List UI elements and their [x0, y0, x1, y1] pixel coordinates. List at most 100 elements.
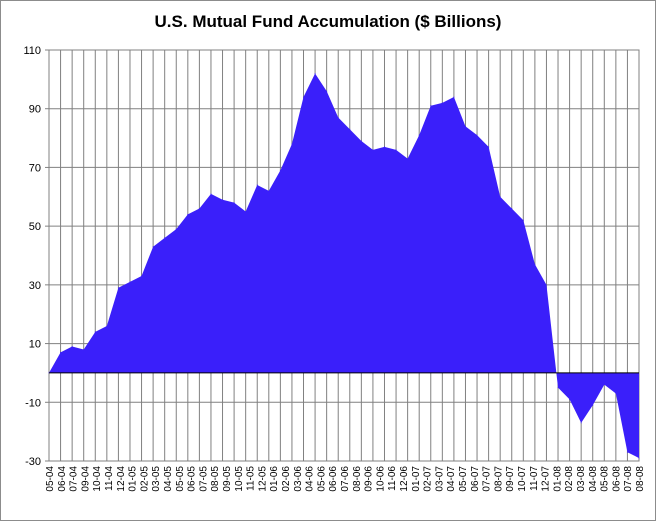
- data-point: [106, 325, 108, 327]
- x-tick-label: 07-05: [198, 466, 209, 492]
- x-tick-label: 02-05: [139, 466, 150, 492]
- data-point: [210, 193, 212, 195]
- data-point: [60, 351, 62, 353]
- x-tick-label: 11-07: [529, 466, 540, 491]
- data-point: [545, 284, 547, 286]
- axes: [45, 49, 639, 462]
- x-tick-label: 11-04: [104, 466, 115, 491]
- data-point: [557, 387, 559, 389]
- x-tick-label: 03-07: [434, 466, 445, 492]
- x-tick-label: 09-07: [505, 466, 516, 492]
- y-tick-labels: 110 90 70 50 30 10 -10 -30: [23, 45, 41, 468]
- x-tick-label: 09-04: [80, 466, 91, 492]
- x-tick-label: 07-04: [69, 466, 80, 492]
- data-point: [279, 169, 281, 171]
- y-tick-label: 30: [29, 280, 41, 292]
- data-point: [626, 451, 628, 453]
- data-point: [499, 196, 501, 198]
- data-point: [291, 143, 293, 145]
- data-point: [129, 281, 131, 283]
- x-tick-label: 07-07: [482, 466, 493, 492]
- data-point: [453, 96, 455, 98]
- data-point: [488, 146, 490, 148]
- data-point: [615, 392, 617, 394]
- data-point: [256, 184, 258, 186]
- x-tick-label: 02-08: [564, 466, 575, 492]
- y-tick-label: 110: [23, 45, 41, 57]
- area-fill: [49, 73, 639, 459]
- x-tick-label: 05-07: [458, 466, 469, 492]
- x-tick-label: 12-07: [541, 466, 552, 492]
- data-point: [522, 219, 524, 221]
- x-tick-label: 05-08: [600, 466, 611, 492]
- data-point: [233, 202, 235, 204]
- data-point: [476, 134, 478, 136]
- x-tick-label: 01-08: [552, 466, 563, 492]
- x-tick-label: 08-05: [210, 466, 221, 492]
- x-tick-label: 09-06: [364, 466, 375, 492]
- y-tick-label: 10: [29, 339, 41, 351]
- data-point: [152, 246, 154, 248]
- data-point: [360, 140, 362, 142]
- x-tick-label: 06-06: [328, 466, 339, 492]
- x-tick-label: 03-05: [151, 466, 162, 492]
- data-point: [83, 348, 85, 350]
- x-tick-label: 04-06: [305, 466, 316, 492]
- data-point: [395, 149, 397, 151]
- data-point: [592, 404, 594, 406]
- data-point: [303, 96, 305, 98]
- x-tick-label: 08-06: [352, 466, 363, 492]
- x-tick-label: 10-05: [234, 466, 245, 492]
- data-point: [326, 90, 328, 92]
- x-tick-label: 02-07: [423, 466, 434, 492]
- x-tick-label: 06-07: [470, 466, 481, 492]
- x-tick-labels: 05-04 06-04 07-04 09-04 10-04 11-04 12-04 01-05…: [45, 466, 646, 492]
- data-point: [441, 102, 443, 104]
- x-tick-label: 10-06: [375, 466, 386, 492]
- data-point: [603, 384, 605, 386]
- data-point: [71, 346, 73, 348]
- x-tick-label: 11-06: [387, 466, 398, 491]
- data-point: [580, 422, 582, 424]
- data-point: [175, 228, 177, 230]
- x-tick-label: 01-07: [411, 466, 422, 492]
- data-point: [407, 158, 409, 160]
- y-tick-label: 90: [29, 104, 41, 116]
- chart-title: U.S. Mutual Fund Accumulation ($ Billion…: [154, 12, 502, 31]
- x-tick-label: 08-08: [635, 466, 646, 492]
- data-point: [383, 146, 385, 148]
- x-tick-label: 12-05: [257, 466, 268, 492]
- x-tick-label: 07-06: [340, 466, 351, 492]
- x-tick-label: 04-08: [588, 466, 599, 492]
- x-tick-label: 05-04: [45, 466, 56, 492]
- data-point: [638, 457, 640, 459]
- data-point: [187, 213, 189, 215]
- y-tick-label: -10: [25, 397, 41, 409]
- x-tick-label: 02-06: [281, 466, 292, 492]
- x-tick-label: 01-05: [128, 466, 139, 492]
- data-point: [222, 199, 224, 201]
- x-tick-label: 06-05: [187, 466, 198, 492]
- x-tick-label: 10-04: [92, 466, 103, 492]
- data-point: [337, 117, 339, 119]
- x-tick-label: 05-05: [175, 466, 186, 492]
- data-point: [418, 134, 420, 136]
- x-tick-label: 07-08: [623, 466, 634, 492]
- x-tick-label: 06-04: [57, 466, 68, 492]
- data-point: [268, 190, 270, 192]
- y-tick-label: 50: [29, 221, 41, 233]
- data-point: [349, 128, 351, 130]
- area-series: [48, 72, 640, 459]
- data-point: [164, 237, 166, 239]
- x-tick-label: 03-08: [576, 466, 587, 492]
- x-tick-label: 04-05: [163, 466, 174, 492]
- x-tick-label: 05-06: [316, 466, 327, 492]
- x-tick-label: 03-06: [293, 466, 304, 492]
- data-point: [94, 331, 96, 333]
- y-tick-label: 70: [29, 162, 41, 174]
- x-tick-label: 10-07: [517, 466, 528, 492]
- data-point: [198, 208, 200, 210]
- data-point: [141, 275, 143, 277]
- data-point: [511, 208, 513, 210]
